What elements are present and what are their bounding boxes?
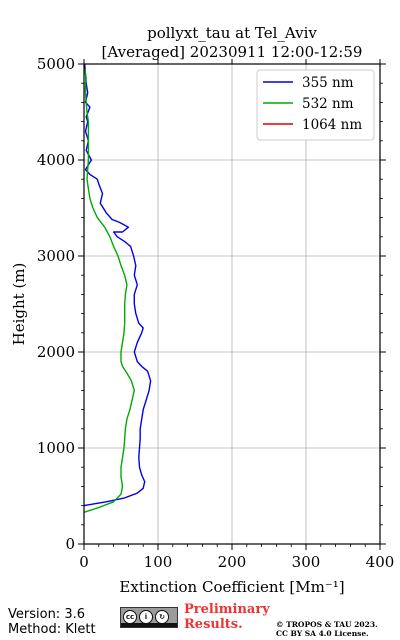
legend-label-1064-nm: 1064 nm bbox=[302, 117, 362, 133]
x-axis-label: Extinction Coefficient [Mm⁻¹] bbox=[119, 578, 344, 596]
cc-by-sa-icon: cc i ↻ bbox=[120, 607, 178, 628]
version-text: Version: 3.6 bbox=[8, 607, 85, 622]
preliminary-results-note: Preliminary Results. bbox=[184, 602, 270, 632]
y-tick-label: 5000 bbox=[37, 55, 75, 73]
y-axis-label: Height (m) bbox=[10, 263, 28, 346]
legend-label-355-nm: 355 nm bbox=[302, 75, 354, 91]
preliminary-line-2: Results. bbox=[184, 617, 243, 632]
y-tick-label: 1000 bbox=[37, 439, 75, 457]
chart-canvas: pollyxt_tau at Tel_Aviv [Averaged] 20230… bbox=[10, 24, 395, 596]
x-tick-label: 200 bbox=[218, 553, 247, 571]
y-tick-label: 2000 bbox=[37, 343, 75, 361]
badge-bar bbox=[121, 623, 177, 627]
copyright-note: © TROPOS & TAU 2023. CC BY SA 4.0 Licens… bbox=[276, 620, 378, 638]
chart-subtitle: [Averaged] 20230911 12:00-12:59 bbox=[102, 43, 363, 61]
footer-info: Version: 3.6 Method: Klett bbox=[8, 607, 96, 637]
legend-box bbox=[256, 69, 375, 141]
x-tick-label: 300 bbox=[292, 553, 321, 571]
chart-title: pollyxt_tau at Tel_Aviv bbox=[147, 24, 317, 42]
legend-label-532-nm: 532 nm bbox=[302, 96, 354, 112]
y-tick-label: 0 bbox=[65, 535, 75, 553]
x-tick-label: 100 bbox=[144, 553, 173, 571]
by-icon: i bbox=[139, 610, 153, 624]
series-line-355-nm bbox=[83, 63, 152, 507]
y-tick-label: 3000 bbox=[37, 247, 75, 265]
preliminary-line-1: Preliminary bbox=[184, 602, 270, 617]
y-tick-label: 4000 bbox=[37, 151, 75, 169]
x-tick-label: 400 bbox=[366, 553, 395, 571]
cc-icon: cc bbox=[123, 610, 137, 624]
x-tick-label: 0 bbox=[79, 553, 89, 571]
legend-items: 355 nm 532 nm 1064 nm bbox=[263, 75, 362, 133]
series-line-532-nm bbox=[83, 68, 136, 513]
method-text: Method: Klett bbox=[8, 622, 96, 637]
copyright-line-2: CC BY SA 4.0 License. bbox=[276, 629, 369, 638]
sa-icon: ↻ bbox=[155, 610, 169, 624]
series-layer bbox=[83, 63, 152, 513]
legend: 355 nm 532 nm 1064 nm bbox=[256, 69, 375, 141]
copyright-line-1: © TROPOS & TAU 2023. bbox=[276, 620, 378, 629]
